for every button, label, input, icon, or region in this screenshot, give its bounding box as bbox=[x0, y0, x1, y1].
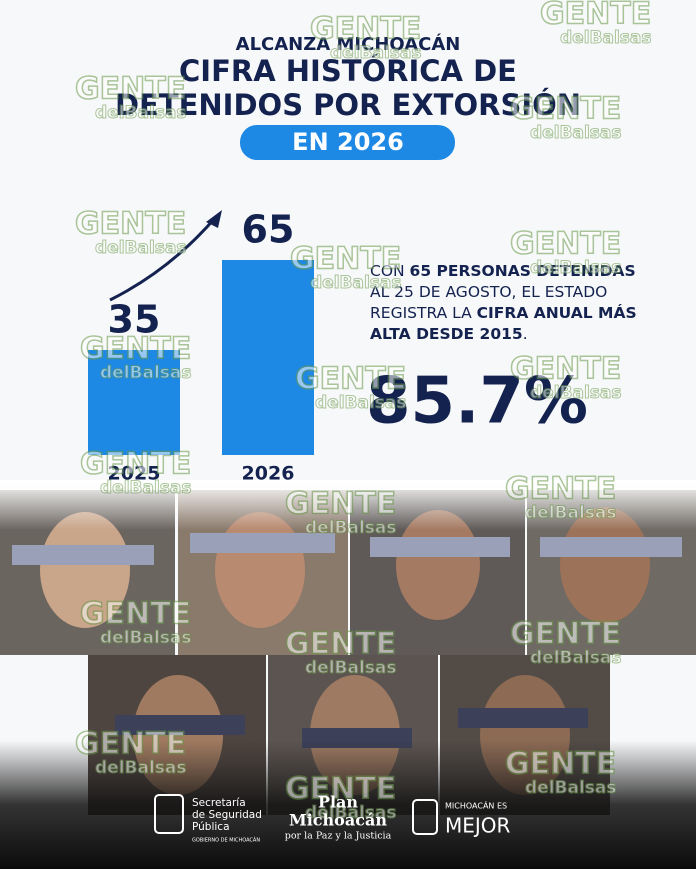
watermark-sub: delBalsas bbox=[95, 103, 187, 123]
photos bbox=[0, 480, 696, 869]
mej-name: MEJOR bbox=[445, 814, 511, 838]
ssp-gov: GOBIERNO DE MICHOACÁN bbox=[192, 837, 260, 844]
bar bbox=[222, 260, 314, 455]
summary-line: ALTA DESDE 2015. bbox=[370, 325, 528, 343]
watermark-brand: GENTE bbox=[80, 332, 191, 367]
title-line: DETENIDOS POR EXTORSIÓN bbox=[115, 88, 581, 122]
watermark-sub: delBalsas bbox=[310, 273, 402, 293]
watermark-brand: GENTE bbox=[80, 597, 191, 632]
watermark-sub: delBalsas bbox=[100, 628, 192, 648]
ssp-name: Pública bbox=[192, 821, 230, 833]
watermark-sub: delBalsas bbox=[530, 123, 622, 143]
watermark-brand: GENTE bbox=[310, 12, 421, 47]
watermark-sub: delBalsas bbox=[100, 478, 192, 498]
watermark-brand: GENTE bbox=[285, 487, 396, 522]
summary-text: AL 25 DE AGOSTO, EL ESTADO bbox=[370, 283, 607, 301]
watermark-brand: GENTE bbox=[285, 627, 396, 662]
bar bbox=[88, 350, 180, 455]
watermark-brand: GENTE bbox=[505, 472, 616, 507]
watermark-brand: GENTE bbox=[285, 772, 396, 807]
summary-text: CIFRA ANUAL MÁS bbox=[477, 303, 637, 322]
watermark-sub: delBalsas bbox=[95, 758, 187, 778]
watermark-sub: delBalsas bbox=[100, 363, 192, 383]
watermark-brand: GENTE bbox=[290, 242, 401, 277]
watermark-brand: GENTE bbox=[80, 447, 191, 482]
summary-text: . bbox=[523, 325, 528, 343]
watermark-brand: GENTE bbox=[75, 207, 186, 242]
watermark-brand: GENTE bbox=[510, 617, 621, 652]
watermark-brand: GENTE bbox=[540, 0, 651, 32]
ssp-name: Secretaría bbox=[192, 797, 246, 809]
ssp-shield bbox=[154, 794, 184, 834]
title-line: CIFRA HISTÓRICA DE bbox=[179, 54, 517, 88]
watermark-sub: delBalsas bbox=[305, 658, 397, 678]
watermark-sub: delBalsas bbox=[560, 28, 652, 48]
category-label: 2026 bbox=[242, 463, 295, 485]
summary-text: ALTA DESDE 2015 bbox=[370, 325, 523, 343]
category-label: 2025 bbox=[108, 463, 161, 485]
watermark-sub: delBalsas bbox=[530, 648, 622, 668]
plan-sub: por la Paz y la Justicia bbox=[285, 831, 392, 842]
summary-text: REGISTRA LA bbox=[370, 304, 477, 322]
percent: 85.7% bbox=[366, 365, 588, 439]
watermark-sub: delBalsas bbox=[305, 518, 397, 538]
summary-line: AL 25 DE AGOSTO, EL ESTADO bbox=[370, 283, 607, 301]
watermark-brand: GENTE bbox=[295, 362, 406, 397]
watermark-sub: delBalsas bbox=[525, 778, 617, 798]
watermark-sub: delBalsas bbox=[525, 503, 617, 523]
watermark-brand: GENTE bbox=[75, 72, 186, 107]
mej-shield bbox=[412, 799, 438, 835]
plan-name: Plan bbox=[318, 793, 358, 812]
watermark-sub: delBalsas bbox=[530, 383, 622, 403]
watermark-sub: delBalsas bbox=[305, 803, 397, 823]
mej-top: MICHOACÁN ES bbox=[445, 800, 507, 811]
summary-text: CON bbox=[370, 262, 410, 280]
watermark-brand: GENTE bbox=[75, 727, 186, 762]
badge-bg bbox=[240, 125, 455, 160]
badge: EN 2026 bbox=[292, 128, 404, 156]
plan-name: Michoacán bbox=[289, 811, 387, 830]
trend-arrow bbox=[109, 217, 217, 302]
value-label: 65 bbox=[242, 208, 295, 252]
watermark-sub: delBalsas bbox=[530, 258, 622, 278]
summary-line: CON 65 PERSONAS DETENIDAS bbox=[370, 262, 636, 280]
watermark-sub: delBalsas bbox=[315, 393, 407, 413]
summary-line: REGISTRA LA CIFRA ANUAL MÁS bbox=[370, 303, 637, 322]
ssp-name: de Seguridad bbox=[192, 809, 262, 821]
watermark-brand: GENTE bbox=[510, 227, 621, 262]
watermark-brand: GENTE bbox=[510, 92, 621, 127]
arrow-head bbox=[206, 210, 222, 228]
watermark-sub: delBalsas bbox=[95, 238, 187, 258]
watermark-brand: GENTE bbox=[505, 747, 616, 782]
watermark-brand: GENTE bbox=[510, 352, 621, 387]
value-label: 35 bbox=[108, 298, 161, 342]
watermark-sub: delBalsas bbox=[330, 43, 422, 63]
summary-text: 65 PERSONAS DETENIDAS bbox=[410, 262, 636, 280]
kicker: ALCANZA MICHOACÁN bbox=[236, 33, 461, 55]
